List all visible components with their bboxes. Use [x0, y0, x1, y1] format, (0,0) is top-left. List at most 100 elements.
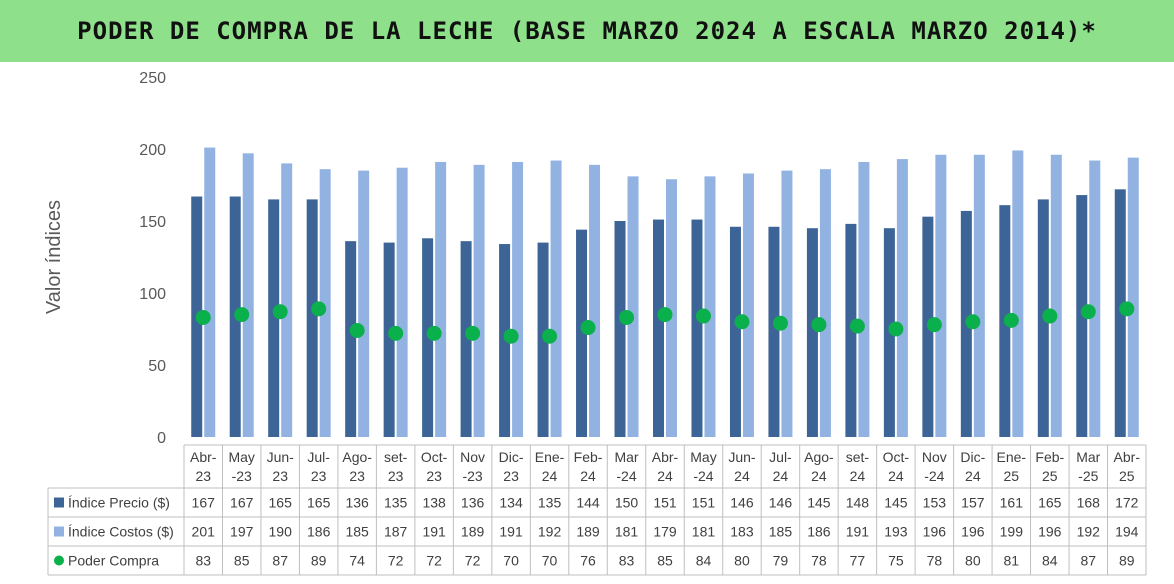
category-label: Ene-: [535, 449, 565, 465]
point-poder-compra: [465, 325, 481, 341]
data-label: 135: [384, 495, 408, 511]
data-label: 135: [538, 495, 562, 511]
category-label: -25: [1078, 468, 1098, 484]
bar-indice-costos: [935, 154, 947, 437]
data-label: 146: [769, 495, 793, 511]
point-poder-compra: [657, 307, 673, 323]
point-poder-compra: [272, 304, 288, 320]
data-label: 72: [465, 553, 481, 569]
category-label: May: [228, 449, 254, 465]
data-label: 72: [388, 553, 404, 569]
data-label: 144: [576, 495, 600, 511]
category-label: Jul-: [769, 449, 792, 465]
legend-key-indice-costos: [54, 526, 64, 537]
point-poder-compra: [811, 317, 827, 333]
bar-indice-precio: [576, 229, 588, 437]
data-label: 186: [807, 524, 831, 540]
chart: Valor índices 0 50 100 150 200 250 Abr- 23 May -23…: [43, 70, 1147, 576]
point-poder-compra: [849, 318, 865, 334]
legend-label: Índice Costos ($): [68, 524, 174, 540]
data-label: 165: [1038, 495, 1062, 511]
bar-indice-precio: [1114, 189, 1126, 437]
data-label: 191: [499, 524, 523, 540]
bar-indice-precio: [768, 226, 780, 437]
category-label: 23: [503, 468, 519, 484]
data-label: 70: [542, 553, 558, 569]
data-label: 192: [1077, 524, 1101, 540]
category-label: Abr-: [1114, 449, 1141, 465]
category-label: Oct-: [421, 449, 448, 465]
category-label: Ago-: [342, 449, 372, 465]
category-label: Mar: [614, 449, 638, 465]
bar-indice-costos: [704, 176, 716, 438]
bar-indice-costos: [896, 159, 908, 437]
legend-key-indice-precio: [54, 497, 64, 508]
bar-indice-costos: [781, 170, 793, 437]
category-label: 25: [1119, 468, 1135, 484]
legend-label: Índice Precio ($): [68, 495, 170, 511]
data-label: 189: [461, 524, 485, 540]
data-label: 153: [923, 495, 947, 511]
category-label: 23: [426, 468, 442, 484]
bar-indice-costos: [1089, 160, 1101, 437]
title-banner: PODER DE COMPRA DE LA LECHE (BASE MARZO …: [0, 0, 1174, 62]
bar-indice-precio: [653, 219, 664, 437]
category-label: -24: [693, 468, 713, 484]
data-label: 145: [884, 495, 908, 511]
point-poder-compra: [888, 321, 904, 337]
data-label: 183: [730, 524, 754, 540]
bar-indice-costos: [550, 160, 562, 437]
y-axis-label: Valor índices: [43, 200, 65, 314]
bar-indice-precio: [422, 238, 434, 437]
bar-indice-costos: [358, 170, 370, 437]
data-label: 151: [653, 495, 677, 511]
category-label: 24: [965, 468, 981, 484]
point-poder-compra: [542, 328, 558, 344]
data-label: 194: [1115, 524, 1139, 540]
category-label: 24: [888, 468, 904, 484]
bar-indice-costos: [973, 154, 985, 437]
data-label: 165: [307, 495, 331, 511]
category-label: Jun-: [267, 449, 295, 465]
bar-indice-costos: [1127, 157, 1139, 437]
point-poder-compra: [1042, 308, 1058, 324]
data-label: 77: [850, 553, 866, 569]
point-poder-compra: [311, 301, 327, 317]
category-label: set-: [384, 449, 408, 465]
category-label: -23: [462, 468, 482, 484]
data-label: 89: [1119, 553, 1135, 569]
point-poder-compra: [426, 325, 442, 341]
category-label: set-: [846, 449, 870, 465]
data-label: 76: [580, 553, 596, 569]
category-label: -23: [232, 468, 252, 484]
category-label: 24: [773, 468, 789, 484]
bar-indice-costos: [512, 161, 524, 437]
category-label: 23: [195, 468, 211, 484]
data-label: 80: [965, 553, 981, 569]
category-label: Jun-: [728, 449, 756, 465]
data-label: 145: [807, 495, 831, 511]
data-label: 78: [927, 553, 943, 569]
bar-indice-costos: [819, 169, 831, 437]
chart-title: PODER DE COMPRA DE LA LECHE (BASE MARZO …: [77, 17, 1097, 45]
point-poder-compra: [695, 308, 711, 324]
point-poder-compra: [1119, 301, 1135, 317]
data-label: 87: [272, 553, 288, 569]
category-label: 24: [734, 468, 750, 484]
data-label: 89: [311, 553, 327, 569]
bar-indice-costos: [204, 147, 216, 437]
data-label: 150: [615, 495, 639, 511]
bar-indice-precio: [499, 244, 511, 437]
category-label: Ago-: [804, 449, 834, 465]
data-label: 83: [619, 553, 635, 569]
point-poder-compra: [503, 328, 519, 344]
category-label: 24: [580, 468, 596, 484]
category-label: 25: [1004, 468, 1020, 484]
bar-indice-precio: [806, 228, 818, 437]
category-label: 24: [657, 468, 673, 484]
data-label: 84: [696, 553, 712, 569]
data-label: 74: [349, 553, 365, 569]
category-label: Jul-: [307, 449, 330, 465]
category-label: Nov: [922, 449, 947, 465]
data-label: 172: [1115, 495, 1139, 511]
